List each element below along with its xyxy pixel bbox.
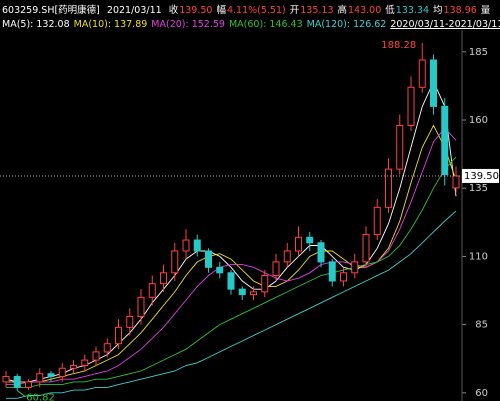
quote-label: 高	[337, 5, 348, 16]
quote-label: 量	[480, 5, 491, 16]
y-tick-label: 60	[475, 388, 488, 399]
candle-body	[216, 266, 224, 274]
candle-body	[137, 296, 145, 317]
candle-body	[58, 367, 66, 377]
y-tick-label: 160	[469, 115, 488, 126]
candle-body	[115, 326, 122, 345]
candle-body	[13, 375, 21, 388]
candle-body	[148, 283, 156, 298]
candle-body	[396, 124, 404, 170]
last-price-label: 139.50	[464, 171, 499, 182]
quote-label: 低	[385, 5, 395, 16]
candle-body	[193, 239, 201, 252]
legend-entry: MA(60): 146.43	[228, 19, 303, 30]
candle-body	[92, 351, 100, 361]
candle-body	[36, 373, 44, 383]
quote-label: 幅	[216, 5, 226, 16]
candle-body	[227, 272, 235, 290]
candle-body	[103, 343, 111, 353]
candle-body	[295, 236, 302, 252]
quote-line: 603259.SH[药明康德] 2021/03/11 收139.50 幅4.11%…	[2, 2, 491, 16]
candle-body	[373, 206, 381, 236]
candle-body	[385, 168, 392, 208]
candle-body	[272, 261, 280, 277]
legend-entry: MA(20): 152.59	[151, 19, 225, 30]
candle-body	[81, 359, 89, 367]
legend-entry: MA(120): 126.62	[306, 19, 387, 30]
candle-body	[70, 365, 77, 369]
date: 2021/03/11	[106, 5, 162, 16]
quote-value: 143.00	[348, 5, 382, 16]
quote-value: 135.13	[300, 5, 334, 16]
ma-line	[6, 124, 457, 383]
candle-body	[205, 250, 212, 268]
candle-body	[160, 272, 167, 285]
quote-value: 4.11%(5.51)	[226, 5, 286, 16]
y-tick-label: 110	[469, 251, 488, 262]
last-price-box	[462, 168, 499, 183]
quote-label: 均	[433, 5, 443, 16]
candle-body	[182, 239, 190, 252]
ma-line	[6, 156, 457, 388]
range-label: 2020/03/11-2021/03/11(244日)	[390, 19, 500, 30]
legend-entry: MA(5): 132.08	[2, 19, 70, 30]
candle-body	[430, 59, 437, 107]
candle-body	[47, 373, 55, 377]
quote-value: 138.96	[443, 5, 477, 16]
candle-body	[452, 175, 460, 189]
candle-body	[441, 105, 449, 176]
candle-body	[306, 236, 314, 244]
legend-entry: MA(10): 137.89	[73, 19, 148, 30]
candle-body	[407, 86, 415, 126]
candle-body	[250, 291, 257, 296]
candle-body	[351, 261, 359, 274]
y-tick-label: 185	[469, 47, 488, 58]
ma-line	[5, 80, 457, 383]
ma-line	[6, 210, 457, 399]
candle-body	[261, 275, 269, 293]
quote-label: 收	[168, 5, 179, 16]
low-pointer	[16, 390, 26, 397]
y-tick-label: 85	[475, 320, 488, 331]
candle-body	[328, 261, 336, 282]
candle-body	[340, 272, 347, 282]
high-label: 188.28	[381, 40, 416, 51]
candle-body	[418, 59, 426, 88]
ma-line	[6, 127, 457, 386]
low-label: 60.82	[26, 393, 55, 401]
candle-body	[238, 288, 246, 296]
y-tick-label: 135	[469, 183, 488, 194]
ma-legend: MA(5): 132.08 MA(10): 137.89 MA(20): 152.5…	[2, 16, 500, 30]
candle-body	[171, 250, 179, 274]
candle-body	[283, 250, 291, 263]
candle-body	[2, 375, 10, 383]
candle-body	[25, 381, 32, 388]
quote-label: 开	[289, 5, 300, 16]
quote-value: 133.34	[395, 5, 430, 16]
quote-value: 139.50	[179, 5, 213, 16]
candle-body	[317, 242, 325, 263]
candle-body	[126, 315, 134, 328]
title: 603259.SH[药明康德]	[2, 5, 100, 16]
candle-body	[362, 234, 370, 263]
